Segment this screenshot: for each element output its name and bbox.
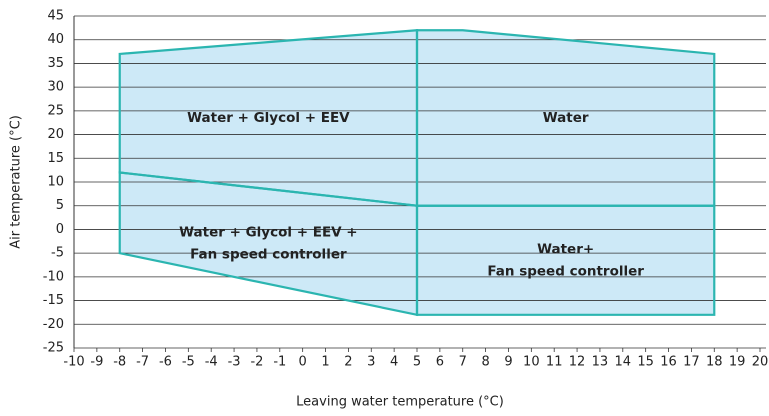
x-tick-label: 8 xyxy=(481,355,489,370)
region xyxy=(119,30,417,206)
x-tick-label: 12 xyxy=(569,355,586,370)
y-tick-label: 5 xyxy=(56,198,64,213)
x-tick-label: -5 xyxy=(182,355,195,370)
region-outline xyxy=(415,29,716,207)
y-tick-label: 35 xyxy=(47,56,64,71)
x-axis-label: Leaving water temperature (°C) xyxy=(296,395,504,410)
region-label: Water + Glycol + EEV + xyxy=(179,225,358,241)
y-axis-label: Air temperature (°C) xyxy=(9,115,24,249)
y-tick-label: -5 xyxy=(51,246,64,261)
x-tick-label: 13 xyxy=(592,355,609,370)
x-tick-label: 0 xyxy=(299,355,307,370)
x-tick-label: 15 xyxy=(637,355,654,370)
y-tick-label: -25 xyxy=(43,341,64,356)
y-tick-label: 40 xyxy=(47,32,64,47)
y-tick-label: 20 xyxy=(47,127,64,142)
x-tick-label: 20 xyxy=(752,355,769,370)
x-tick-label: -2 xyxy=(250,355,263,370)
x-tick-label: 11 xyxy=(546,355,563,370)
x-tick-label: 6 xyxy=(436,355,444,370)
x-tick-label: -8 xyxy=(113,355,126,370)
region-label: Fan speed controller xyxy=(487,263,644,279)
x-tick-label: -6 xyxy=(159,355,172,370)
region-outline xyxy=(415,204,716,316)
y-tick-label: 25 xyxy=(47,103,64,118)
y-tick-label: 30 xyxy=(47,80,64,95)
x-tick-label: 16 xyxy=(660,355,677,370)
x-tick-label: 4 xyxy=(390,355,398,370)
region xyxy=(119,172,417,315)
x-tick-label: 10 xyxy=(523,355,540,370)
x-tick-label: 17 xyxy=(683,355,700,370)
y-tick-label: -10 xyxy=(43,269,64,284)
region-label: Water+ xyxy=(537,241,594,257)
x-tick-label: 3 xyxy=(367,355,375,370)
region xyxy=(417,205,715,315)
region-label: Water xyxy=(543,110,589,126)
y-tick-label: 45 xyxy=(47,9,64,24)
y-tick-label: -20 xyxy=(43,317,64,332)
x-tick-label: -7 xyxy=(136,355,149,370)
x-tick-label: -9 xyxy=(90,355,103,370)
x-tick-label: -3 xyxy=(228,355,241,370)
region-label: Fan speed controller xyxy=(190,247,347,263)
x-tick-label: 19 xyxy=(729,355,746,370)
x-tick-label: 9 xyxy=(504,355,512,370)
y-tick-label: 15 xyxy=(47,151,64,166)
y-tick-label: 0 xyxy=(56,222,64,237)
region-label: Water + Glycol + EEV xyxy=(187,110,350,126)
x-tick-label: 2 xyxy=(344,355,352,370)
x-tick-label: 18 xyxy=(706,355,723,370)
x-tick-label: -4 xyxy=(205,355,218,370)
x-tick-label: 5 xyxy=(413,355,421,370)
x-tick-label: 1 xyxy=(321,355,329,370)
x-tick-label: -1 xyxy=(273,355,286,370)
x-tick-label: 7 xyxy=(459,355,467,370)
y-tick-label: 10 xyxy=(47,175,64,190)
x-tick-label: -10 xyxy=(63,355,84,370)
x-tick-label: 14 xyxy=(615,355,632,370)
region xyxy=(417,30,715,206)
y-tick-label: -15 xyxy=(43,293,64,308)
